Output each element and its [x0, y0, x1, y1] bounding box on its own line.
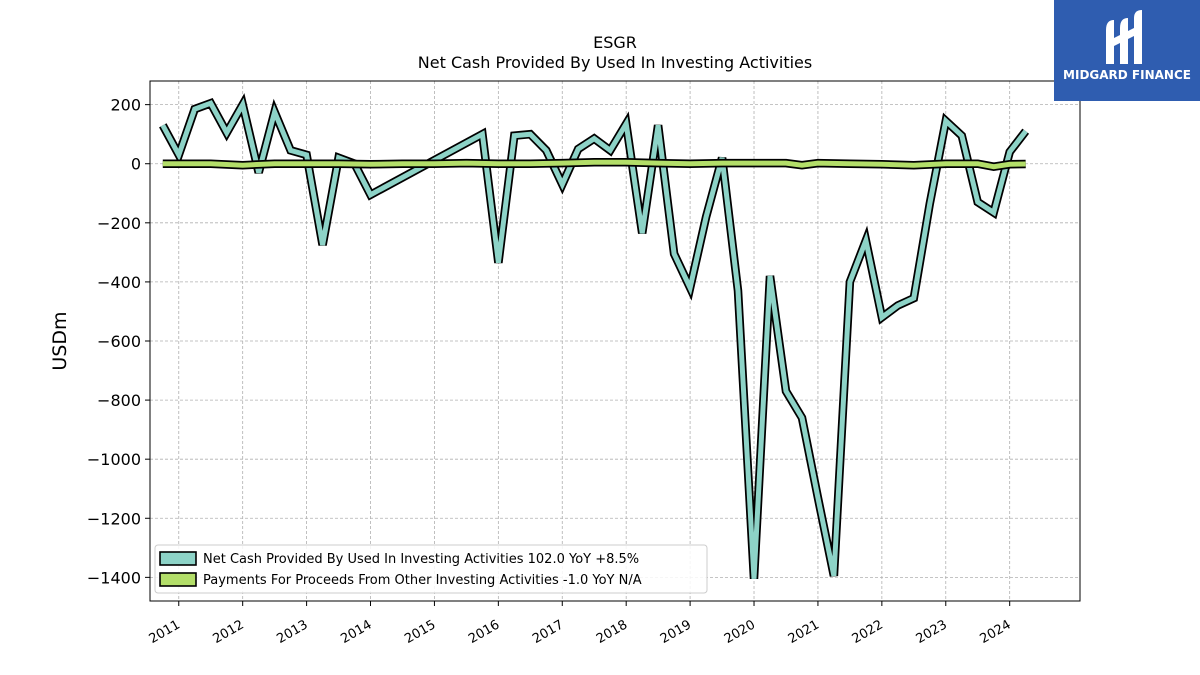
legend-swatch-1 [159, 572, 197, 587]
chart-subtitle: Net Cash Provided By Used In Investing A… [418, 53, 812, 72]
x-tick-label: 2012 [211, 617, 247, 647]
brand-name: MIDGARD FINANCE [1063, 68, 1191, 82]
x-tick-label: 2023 [914, 617, 950, 647]
x-ticks: 2011 2012 2013 2014 2015 2016 2017 2018 2019 2020… [147, 601, 1014, 647]
x-tick-label: 2016 [466, 617, 502, 647]
y-tick-label: −1200 [87, 509, 141, 528]
x-tick-label: 2021 [786, 617, 822, 647]
y-tick-label: −400 [97, 273, 141, 292]
legend-label-0: Net Cash Provided By Used In Investing A… [203, 552, 639, 567]
x-tick-label: 2024 [978, 617, 1014, 647]
series [159, 93, 1030, 580]
y-ticks: 200 0 −200 −400 −600 −800 −1000 −1200 −1400 [87, 96, 150, 587]
y-tick-label: −1000 [87, 450, 141, 469]
x-tick-label: 2014 [338, 617, 374, 647]
series-line-1 [162, 159, 1026, 170]
legend: Net Cash Provided By Used In Investing A… [154, 544, 708, 594]
plot-frame [149, 80, 1081, 602]
x-tick-label: 2011 [147, 617, 183, 647]
x-tick-label: 2015 [402, 617, 438, 647]
midgard-logo-icon [1106, 10, 1142, 64]
x-tick-label: 2019 [658, 617, 694, 647]
x-tick-label: 2020 [722, 617, 758, 647]
legend-label-1: Payments For Proceeds From Other Investi… [203, 573, 642, 588]
legend-swatch-0 [159, 551, 197, 566]
y-tick-label: 0 [131, 155, 141, 174]
legend-box [154, 544, 708, 594]
y-axis-label: USDm [49, 311, 71, 370]
series-line-0 [160, 97, 1028, 579]
y-tick-label: −600 [97, 332, 141, 351]
chart-title: ESGR [593, 33, 637, 52]
y-tick-label: −200 [97, 214, 141, 233]
y-tick-label: −800 [97, 391, 141, 410]
x-tick-label: 2017 [530, 617, 566, 647]
x-tick-label: 2022 [850, 617, 886, 647]
x-tick-label: 2013 [274, 617, 310, 647]
y-tick-label: 200 [110, 96, 141, 115]
x-tick-label: 2018 [594, 617, 630, 647]
brand-logo: MIDGARD FINANCE [1054, 0, 1200, 101]
y-tick-label: −1400 [87, 568, 141, 587]
